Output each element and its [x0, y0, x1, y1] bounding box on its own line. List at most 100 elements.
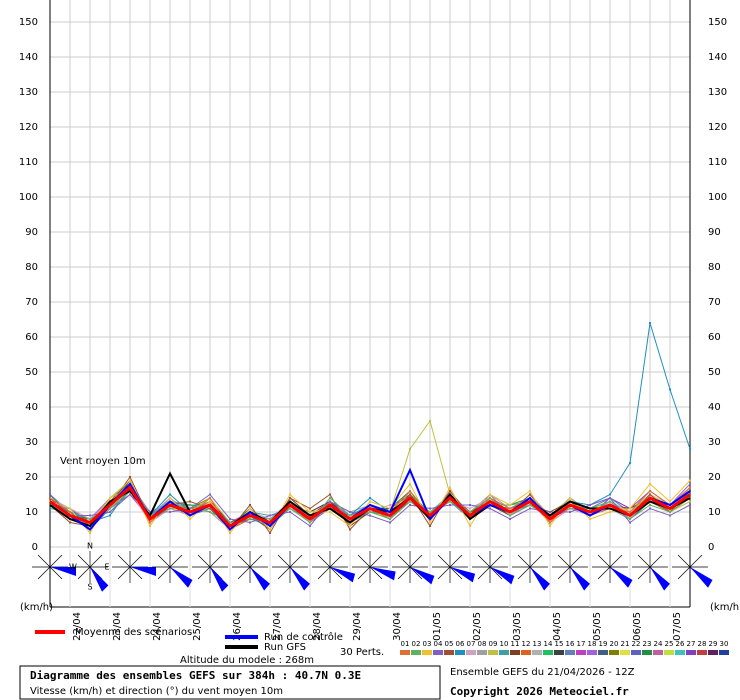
point	[269, 518, 271, 520]
point	[529, 490, 531, 492]
point	[129, 479, 131, 482]
x-tick-label: 30/04	[392, 612, 403, 641]
point	[429, 525, 431, 527]
point	[89, 532, 91, 534]
y-tick-label: 70	[25, 297, 38, 308]
legend-swatch	[400, 650, 410, 655]
point	[269, 528, 271, 531]
y-tick-label: 50	[708, 367, 721, 378]
point	[229, 518, 231, 520]
x-tick-label: 04/05	[552, 612, 563, 641]
y-tick-label: 10	[708, 507, 721, 518]
point	[229, 521, 231, 524]
chart-title: Diagramme des ensembles GEFS sur 384h : …	[30, 669, 361, 682]
legend-swatch	[466, 650, 476, 655]
point	[349, 514, 351, 517]
annotation: Vent moyen 10m	[60, 456, 146, 467]
y-tick-label: 20	[708, 472, 721, 483]
point	[349, 525, 351, 527]
legend-swatch	[521, 650, 531, 655]
legend-swatch	[719, 650, 729, 655]
point	[509, 518, 511, 520]
legend-swatch	[631, 650, 641, 655]
x-tick-label: 05/05	[592, 612, 603, 641]
point	[409, 490, 411, 492]
legend-label: 14	[544, 640, 553, 648]
legend-label: 24	[654, 640, 663, 648]
copyright: Copyright 2026 Meteociel.fr	[450, 685, 629, 698]
point	[649, 504, 651, 506]
legend-label: 18	[588, 640, 597, 648]
point	[109, 511, 111, 513]
point	[309, 511, 311, 513]
x-tick-label: 28/04	[312, 612, 323, 641]
legend-swatch	[532, 650, 542, 655]
point	[669, 388, 671, 391]
legend-label: 08	[478, 640, 487, 648]
point	[369, 514, 371, 517]
point	[569, 511, 571, 513]
wind-wedge	[50, 567, 76, 576]
point	[289, 497, 291, 499]
legend-swatch	[433, 650, 443, 655]
point	[469, 504, 471, 506]
legend-swatch	[554, 650, 564, 655]
y-tick-label: 80	[708, 262, 721, 273]
point	[309, 521, 311, 524]
x-tick-label: 22/04	[72, 612, 83, 641]
y-tick-label: 100	[708, 192, 727, 203]
legend-swatch	[620, 650, 630, 655]
point	[369, 511, 371, 513]
legend-label: 27	[687, 640, 696, 648]
legend-swatch	[587, 650, 597, 655]
wind-wedge	[210, 567, 229, 592]
legend-label: 22	[632, 640, 641, 648]
point	[669, 500, 671, 503]
point	[669, 511, 671, 513]
y-tick-label: 40	[25, 402, 38, 413]
legend-label: 23	[643, 640, 652, 648]
point	[329, 511, 331, 513]
point	[489, 507, 491, 510]
legend-label: 25	[665, 640, 674, 648]
legend-swatch	[411, 650, 421, 655]
point	[209, 500, 211, 503]
legend-label: 19	[599, 640, 608, 648]
legend-swatch	[455, 650, 465, 655]
point	[549, 511, 551, 513]
legend-label: Run GFS	[264, 642, 306, 653]
y-tick-label: 120	[19, 122, 38, 133]
point	[189, 507, 191, 510]
y-tick-label: 150	[708, 17, 727, 28]
point	[469, 507, 471, 510]
legend-swatch	[609, 650, 619, 655]
wind-wedge	[130, 567, 156, 576]
legend-label: 12	[522, 640, 531, 648]
point	[69, 507, 71, 510]
legend-label: 26	[676, 640, 685, 648]
point	[629, 507, 631, 510]
y-tick-label: 50	[25, 367, 38, 378]
legend-label: Moyenne des scénarios	[75, 626, 192, 638]
legend-swatch	[697, 650, 707, 655]
wind-wedge	[90, 567, 109, 592]
y-tick-label: 30	[25, 437, 38, 448]
legend-swatch	[444, 650, 454, 655]
y-tick-label: 0	[708, 542, 714, 553]
y-tick-label: 30	[708, 437, 721, 448]
point	[149, 521, 151, 524]
point	[569, 497, 571, 499]
wind-wedge	[490, 567, 515, 585]
point	[189, 500, 191, 503]
y-unit: (km/h)	[710, 602, 740, 613]
point	[509, 514, 511, 517]
point	[229, 532, 231, 534]
point	[189, 504, 191, 506]
legend-swatch	[565, 650, 575, 655]
y-unit: (km/h)	[20, 602, 53, 613]
point	[109, 507, 111, 510]
point	[489, 493, 491, 496]
legend-label: 04	[434, 640, 443, 648]
point	[209, 497, 211, 499]
